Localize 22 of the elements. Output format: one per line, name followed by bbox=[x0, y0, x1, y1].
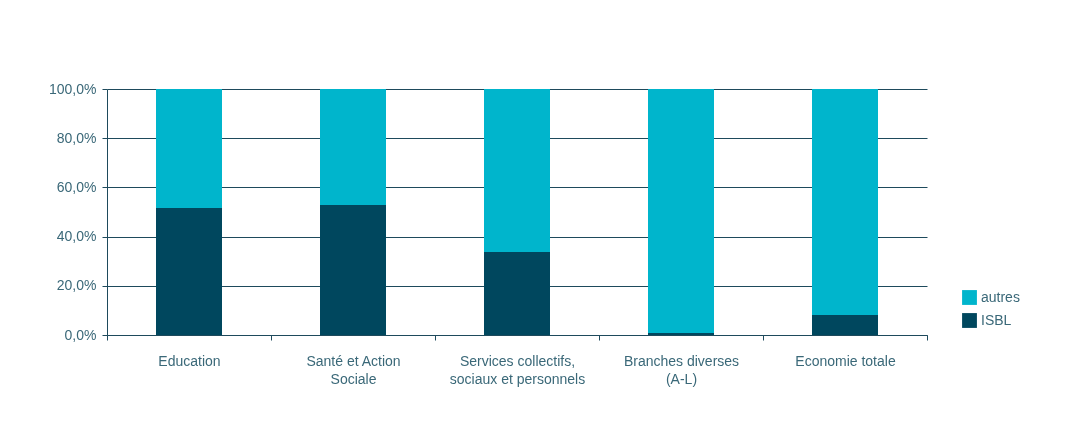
bar bbox=[320, 89, 386, 206]
bar bbox=[648, 89, 714, 334]
x-tick-label: Branches diverses (A-L) bbox=[623, 352, 740, 387]
bar bbox=[812, 315, 878, 335]
bar bbox=[484, 252, 550, 335]
y-tick-label: 100,0% bbox=[49, 80, 97, 97]
y-tick-label: 80,0% bbox=[56, 129, 97, 146]
y-tick-label: 60,0% bbox=[56, 178, 97, 195]
bar bbox=[156, 89, 222, 209]
bar bbox=[320, 205, 386, 335]
x-tick-label: Education bbox=[158, 352, 221, 369]
bar bbox=[812, 89, 878, 316]
legend-label: autres bbox=[981, 288, 1020, 305]
x-tick-label: Santé et Action Sociale bbox=[306, 352, 401, 387]
bar bbox=[484, 89, 550, 253]
legend-label: ISBL bbox=[981, 311, 1012, 328]
bar bbox=[156, 208, 222, 335]
y-tick-label: 0,0% bbox=[64, 326, 97, 343]
x-tick-label: Economie totale bbox=[795, 352, 896, 369]
x-tick-label: Services collectifs, sociaux et personnels bbox=[449, 352, 586, 387]
y-tick-label: 40,0% bbox=[56, 228, 97, 245]
y-tick-label: 20,0% bbox=[56, 277, 97, 294]
